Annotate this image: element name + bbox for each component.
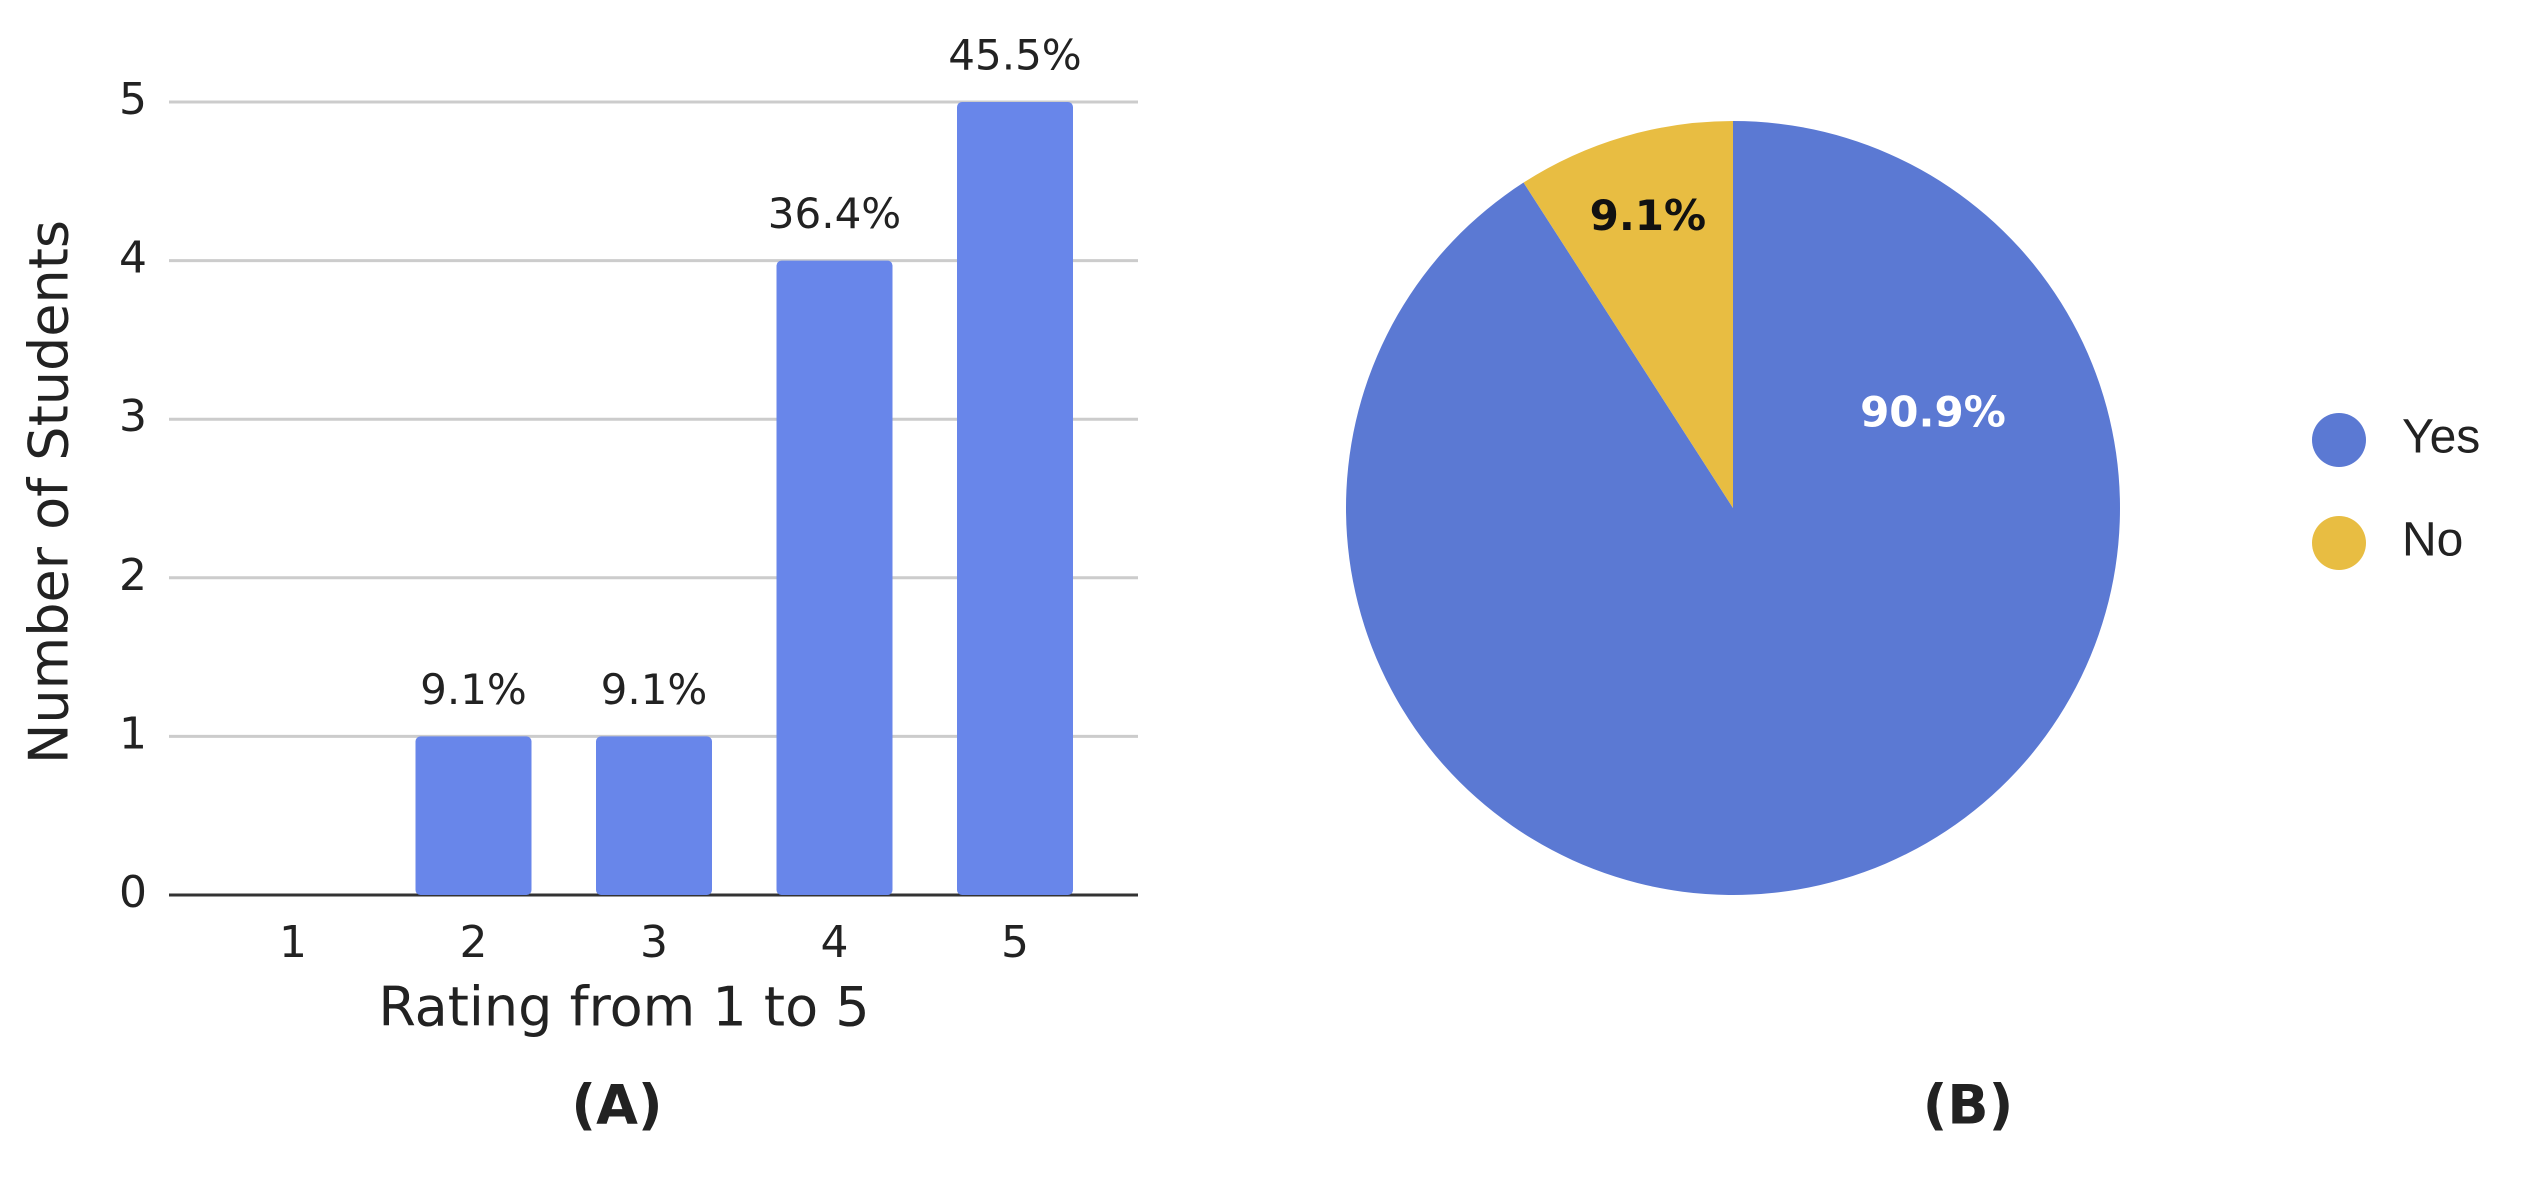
caption: (A) (571, 1074, 662, 1137)
data-label: 9.1% (1590, 191, 1706, 240)
data-label: 9.1% (420, 665, 527, 714)
y-tick-label: 3 (119, 391, 147, 442)
legend-label: No (2402, 514, 2463, 567)
data-label: 36.4% (768, 189, 901, 238)
y-tick-label: 5 (119, 74, 147, 125)
y-tick-label: 2 (119, 550, 147, 601)
legend-marker (2312, 516, 2366, 570)
legend-marker (2312, 413, 2366, 467)
data-label: 45.5% (948, 31, 1081, 80)
bar (957, 102, 1073, 895)
x-tick-label: 4 (821, 917, 849, 968)
y-axis-title: Number of Students (18, 220, 81, 764)
x-tick-label: 2 (460, 917, 488, 968)
legend-label: Yes (2402, 411, 2480, 464)
y-tick-label: 1 (119, 708, 147, 759)
x-axis-title: Rating from 1 to 5 (378, 976, 869, 1039)
x-tick-label: 1 (279, 917, 307, 968)
x-tick-label: 5 (1001, 917, 1029, 968)
data-label: 9.1% (601, 665, 708, 714)
bar (596, 736, 712, 895)
pie-slice (1523, 121, 1733, 508)
x-tick-label: 3 (640, 917, 668, 968)
data-label: 90.9% (1860, 387, 2006, 436)
y-tick-label: 0 (119, 867, 147, 918)
bar (776, 260, 893, 896)
y-tick-label: 4 (119, 233, 147, 284)
caption: (B) (1923, 1074, 2014, 1137)
bar (415, 736, 532, 895)
